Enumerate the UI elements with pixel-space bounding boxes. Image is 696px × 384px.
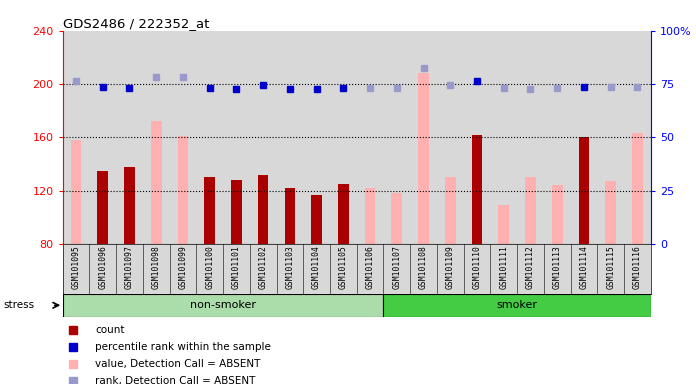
Bar [578,137,590,244]
Bar [231,180,242,244]
Text: value, Detection Call = ABSENT: value, Detection Call = ABSENT [95,359,261,369]
Text: percentile rank within the sample: percentile rank within the sample [95,343,271,353]
Bar [338,184,349,244]
Bar [170,31,196,244]
Text: GSM101097: GSM101097 [125,245,134,289]
Bar [124,167,135,244]
Bar [63,294,383,317]
Bar [205,177,215,244]
Bar [365,188,375,244]
Bar [391,193,402,244]
Bar [151,121,161,244]
Bar [445,177,456,244]
Text: GSM101105: GSM101105 [339,245,348,289]
Text: rank, Detection Call = ABSENT: rank, Detection Call = ABSENT [95,376,255,384]
Text: GSM101107: GSM101107 [393,245,402,289]
Bar [597,31,624,244]
Bar [544,31,571,244]
Bar [196,31,223,244]
Text: GSM101116: GSM101116 [633,245,642,289]
Bar [303,31,330,244]
Bar [258,175,269,244]
Text: GSM101103: GSM101103 [285,245,294,289]
Text: GSM101096: GSM101096 [98,245,107,289]
Bar [464,31,491,244]
Text: GSM101102: GSM101102 [259,245,268,289]
Text: GDS2486 / 222352_at: GDS2486 / 222352_at [63,17,209,30]
Bar [437,31,464,244]
Bar [356,31,383,244]
Text: stress: stress [3,300,35,310]
Bar [71,140,81,244]
Bar [491,31,517,244]
Bar [97,170,108,244]
Bar [552,185,562,244]
Text: GSM101100: GSM101100 [205,245,214,289]
Text: GSM101099: GSM101099 [178,245,187,289]
Bar [383,31,410,244]
Bar [89,31,116,244]
Text: GSM101101: GSM101101 [232,245,241,289]
Bar [311,195,322,244]
Bar [525,177,536,244]
Bar [383,294,651,317]
Text: count: count [95,326,125,336]
Bar [571,31,597,244]
Bar [606,181,616,244]
Bar [143,31,170,244]
Bar [624,31,651,244]
Bar [250,31,276,244]
Text: GSM101095: GSM101095 [72,245,81,289]
Bar [498,205,509,244]
Bar [276,31,303,244]
Bar [330,31,357,244]
Text: GSM101110: GSM101110 [473,245,482,289]
Bar [517,31,544,244]
Bar [472,135,482,244]
Bar [418,73,429,244]
Text: GSM101106: GSM101106 [365,245,374,289]
Text: GSM101108: GSM101108 [419,245,428,289]
Text: GSM101111: GSM101111 [499,245,508,289]
Bar [632,133,642,244]
Text: GSM101098: GSM101098 [152,245,161,289]
Bar [285,188,295,244]
Text: GSM101104: GSM101104 [312,245,321,289]
Text: GSM101109: GSM101109 [445,245,454,289]
Bar [223,31,250,244]
Text: non-smoker: non-smoker [190,300,256,310]
Bar [116,31,143,244]
Text: GSM101115: GSM101115 [606,245,615,289]
Text: GSM101113: GSM101113 [553,245,562,289]
Text: GSM101112: GSM101112 [526,245,535,289]
Bar [63,31,89,244]
Text: smoker: smoker [497,300,537,310]
Bar [177,136,189,244]
Bar [410,31,437,244]
Text: GSM101114: GSM101114 [580,245,588,289]
